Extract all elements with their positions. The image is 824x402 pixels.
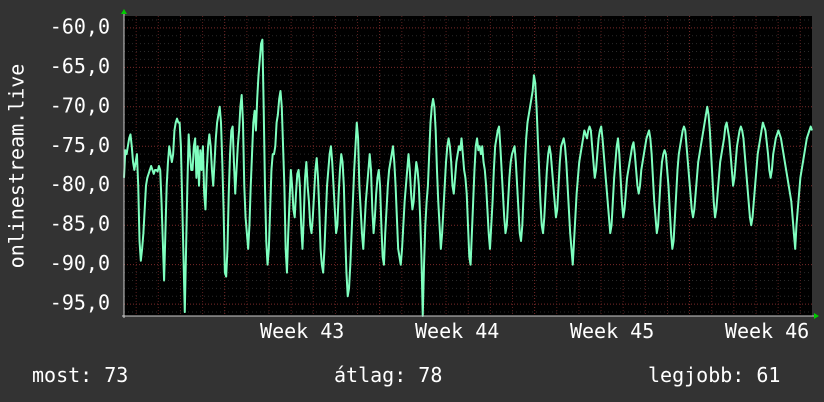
y-axis-arrow-icon bbox=[121, 9, 127, 14]
y-tick-label: -70,0 bbox=[50, 93, 110, 117]
y-tick-label: -75,0 bbox=[50, 133, 110, 157]
series-line bbox=[123, 38, 813, 317]
y-tick-label: -95,0 bbox=[50, 291, 110, 315]
stat-current: most: 73 bbox=[32, 363, 129, 387]
y-tick-label: -85,0 bbox=[50, 212, 110, 236]
x-tick-label: Week 45 bbox=[570, 319, 654, 343]
x-tick-label: Week 46 bbox=[725, 319, 809, 343]
y-tick-label: -90,0 bbox=[50, 251, 110, 275]
y-axis-label: onlinestream.live bbox=[5, 64, 29, 269]
x-tick-label: Week 44 bbox=[415, 319, 499, 343]
stat-best: legjobb: 61 bbox=[648, 363, 781, 387]
latency-chart: -60,0 -65,0 -70,0 -75,0 -80,0 -85,0 -90,0 -95,0… bbox=[5, 9, 819, 343]
stat-average: átlag: 78 bbox=[334, 363, 443, 387]
y-tick-label: -60,0 bbox=[50, 14, 110, 38]
y-tick-label: -80,0 bbox=[50, 172, 110, 196]
x-axis-arrow-icon bbox=[814, 313, 819, 319]
y-tick-label: -65,0 bbox=[50, 54, 110, 78]
x-tick-label: Week 43 bbox=[260, 319, 344, 343]
